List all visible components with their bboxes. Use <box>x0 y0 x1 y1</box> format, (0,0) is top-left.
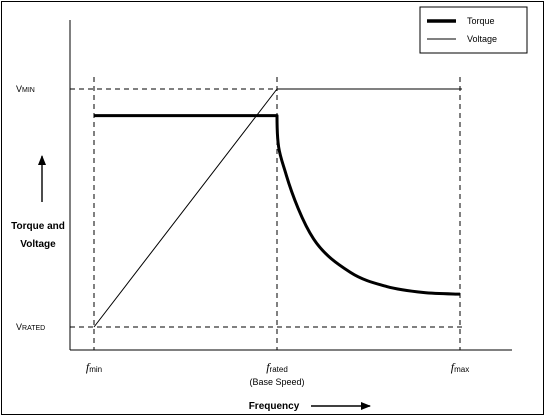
y-tick-label-v_min: VMIN <box>16 84 35 94</box>
x-tick-label-f_max: fmax <box>451 360 469 374</box>
y-axis-label-line-1: Torque and <box>11 221 65 232</box>
y-axis-label-line-2: Voltage <box>20 239 56 250</box>
x-axis-label: Frequency <box>249 401 300 412</box>
legend: Torque Voltage <box>419 6 528 54</box>
legend-box <box>419 6 528 54</box>
y-tick-label-v_rated: VRATED <box>16 322 45 332</box>
x-tick-caption-f_rated: (Base Speed) <box>249 377 304 387</box>
legend-label-voltage: Voltage <box>467 34 497 44</box>
series-line-torque <box>94 114 461 296</box>
x-tick-label-f_rated: frated <box>266 360 288 374</box>
series-line-voltage <box>93 88 460 328</box>
legend-label-torque: Torque <box>467 16 495 26</box>
x-tick-label-f_min: fmin <box>86 360 102 374</box>
